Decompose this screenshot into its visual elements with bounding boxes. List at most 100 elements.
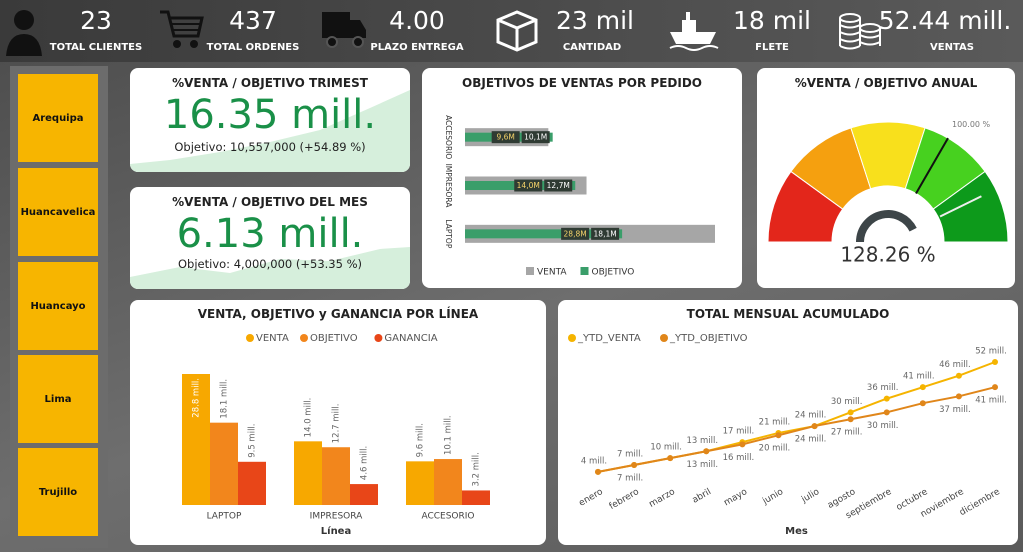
gauge-target [915,137,949,195]
x-tick-label: diciembre [958,487,1002,518]
chart: TOTAL MENSUAL ACUMULADO _YTD_VENTA _YTD_O… [568,307,1007,537]
data-label: 14.0 mill. [304,398,314,438]
point [811,423,818,430]
kpi-value: 52.44 mill. [878,6,1012,35]
data-label: 13 mill. [686,436,718,446]
point [703,448,710,455]
slicer-button[interactable]: Trujillo [18,448,98,536]
legend-label: OBJETIVO [310,333,358,344]
slicer-button[interactable]: Lima [18,355,98,443]
data-label: 27 mill. [831,428,863,438]
point [955,393,962,400]
data-label: 7 mill. [617,449,643,459]
x-tick-label: mayo [722,487,749,508]
kpi-value: 23 mil [555,6,635,35]
line [597,386,996,473]
data-label: 4.6 mill. [360,446,370,480]
kpi-value: 437 [229,6,277,35]
icon-cart [160,10,204,48]
x-tick-label: marzo [647,487,677,510]
chart-panel: %VENTA / OBJETIVO ANUAL 100.00 % 128.26 % [757,68,1015,288]
point [883,409,890,416]
icon-box [496,10,538,52]
data-label: 20 mill. [759,444,791,454]
point [992,384,998,391]
data-label: 28,8M [564,229,587,238]
card-title: %VENTA / OBJETIVO DEL MES [172,195,368,209]
legend-swatch [660,334,668,342]
label-box [544,179,573,192]
kpi-label: FLETE [755,42,789,53]
point [847,409,854,416]
point [631,461,638,468]
bar [350,484,378,505]
chart: %VENTA / OBJETIVO ANUAL 100.00 % 128.26 % [767,76,1009,267]
x-tick-label: febrero [608,487,642,512]
bar [238,461,266,505]
bar [462,490,490,505]
sparkline [130,247,410,289]
bar [465,229,623,239]
kpi-value: 18 mil [732,6,812,35]
data-label: 3.2 mill. [472,452,482,486]
data-label: 24 mill. [795,411,827,421]
data-label: 7 mill. [617,473,643,483]
legend-swatch [374,334,383,342]
data-label: 41 mill. [903,372,935,382]
bar [294,441,322,505]
data-label: 16 mill. [723,453,755,463]
slicer: Arequipa Huancavelica Huancayo Lima Truj… [10,66,108,548]
x-tick-label: IMPRESORA [310,512,363,522]
gauge-value-label: 128.26 % [840,243,935,267]
x-tick-label: abril [691,487,713,506]
legend-label: _YTD_OBJETIVO [669,333,748,344]
gauge-needle [939,195,982,218]
bar [210,422,238,505]
data-label: 46 mill. [939,360,971,370]
icon-coins [839,13,881,50]
icon-ship [669,12,719,51]
card-subtitle: Objetivo: 4,000,000 (+53.35 %) [178,257,362,271]
data-label: 14,0M [517,181,540,190]
kpi-label: PLAZO ENTREGA [370,42,464,53]
x-tick-label: junio [760,487,785,507]
x-tick-label: enero [577,487,605,509]
gauge-band [932,170,1009,243]
point [919,400,926,407]
label-box [514,179,543,192]
bar [406,461,434,505]
legend-label: VENTA [537,268,567,278]
data-label: 10.1 mill. [444,415,454,455]
slicer-button[interactable]: Arequipa [18,74,98,162]
legend-swatch [300,334,308,342]
slicer-button[interactable]: Huancayo [18,262,98,350]
data-label: 17 mill. [723,427,755,437]
card-value: 6.13 mill. [176,211,364,257]
data-label: 24 mill. [795,435,827,445]
legend-label: VENTA [256,333,289,344]
data-label: 28.8 mill. [192,378,202,418]
chart-panel: VENTA, OBJETIVO y GANANCIA POR LÍNEA VEN… [130,300,546,545]
chart-panel: OBJETIVOS DE VENTAS POR PEDIDO ACCESORIO… [422,68,742,288]
data-label: 30 mill. [867,421,899,431]
x-axis-title: Mes [785,526,808,537]
kpi-label: TOTAL CLIENTES [49,42,143,53]
point [847,416,854,423]
data-label: 9.5 mill. [248,423,258,457]
kpi-label: VENTAS [930,42,974,53]
slicer-button[interactable]: Huancavelica [18,168,98,256]
kpi-card: %VENTA / OBJETIVO DEL MES 6.13 mill. Obj… [130,187,410,289]
point [595,468,601,475]
legend-label: GANANCIA [384,333,437,344]
data-label: 9,6M [496,133,514,142]
data-label: 12,7M [547,181,570,190]
y-tick-label: LAPTOP [444,219,453,248]
chart-panel: TOTAL MENSUAL ACUMULADO _YTD_VENTA _YTD_O… [558,300,1018,545]
kpi-value: 4.00 [389,6,445,35]
kpi-label: TOTAL ORDENES [206,42,300,53]
kpi-header: 23 TOTAL CLIENTES 437 TOTAL ORDENES 4.00… [0,0,1023,62]
data-label: 30 mill. [831,397,863,407]
legend-swatch [568,334,576,342]
data-label: 52 mill. [975,347,1007,357]
